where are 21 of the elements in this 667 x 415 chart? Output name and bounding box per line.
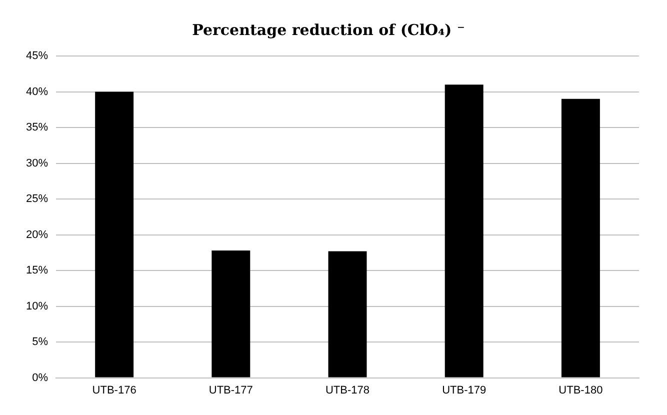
y-tick-label: 5%: [32, 336, 48, 348]
y-tick-label: 15%: [26, 264, 48, 277]
y-tick-label: 0%: [32, 372, 48, 384]
x-tick-label: UTB-177: [208, 384, 253, 396]
bar: [444, 84, 484, 378]
bar: [212, 250, 250, 378]
y-tick-label: 10%: [26, 300, 48, 312]
bar: [561, 98, 600, 378]
y-tick-label: 30%: [26, 157, 48, 170]
x-tick-label: UTB-178: [325, 384, 370, 396]
y-tick-label: 40%: [26, 86, 48, 98]
y-tick-label: 25%: [26, 193, 48, 206]
bar: [328, 251, 367, 378]
y-tick-label: 45%: [26, 50, 48, 62]
x-tick-label: UTB-180: [558, 384, 603, 396]
x-tick-label: UTB-176: [92, 384, 136, 396]
bar: [95, 92, 134, 378]
x-tick-label: UTB-179: [442, 384, 486, 396]
chart-title: Percentage reduction of (ClO₄) ⁻: [192, 20, 465, 39]
y-tick-label: 20%: [26, 228, 48, 241]
y-tick-label: 35%: [26, 122, 48, 134]
